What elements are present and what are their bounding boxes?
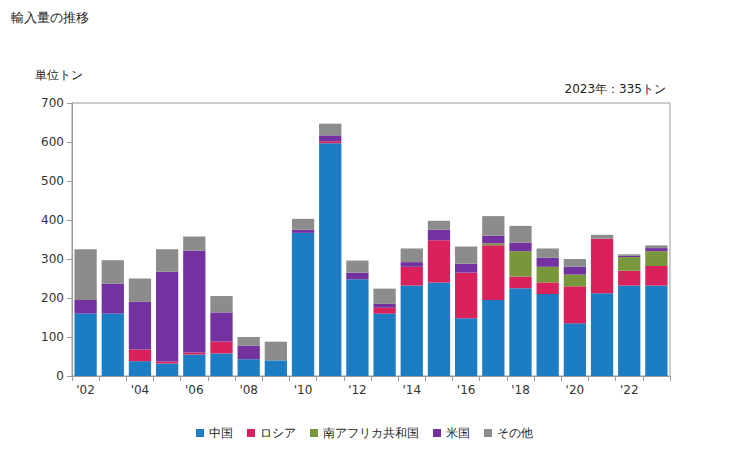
svg-text:その他: その他 — [497, 426, 533, 440]
svg-text:単位トン: 単位トン — [35, 68, 83, 82]
svg-text:'22: '22 — [620, 383, 639, 397]
svg-text:米国: 米国 — [446, 426, 470, 440]
svg-text:600: 600 — [41, 135, 64, 149]
svg-text:南アフリカ共和国: 南アフリカ共和国 — [323, 426, 419, 440]
svg-text:300: 300 — [41, 252, 64, 266]
svg-text:2023年：335トン: 2023年：335トン — [565, 82, 666, 96]
svg-text:'08: '08 — [239, 383, 258, 397]
svg-text:'06: '06 — [185, 383, 204, 397]
svg-text:'18: '18 — [511, 383, 530, 397]
svg-text:'04: '04 — [131, 383, 150, 397]
svg-text:200: 200 — [41, 291, 64, 305]
svg-text:'02: '02 — [76, 383, 95, 397]
svg-text:'20: '20 — [566, 383, 585, 397]
svg-text:輸入量の推移: 輸入量の推移 — [11, 10, 89, 25]
svg-text:'12: '12 — [348, 383, 367, 397]
svg-text:700: 700 — [41, 96, 64, 110]
svg-text:'16: '16 — [457, 383, 476, 397]
svg-text:中国: 中国 — [209, 426, 233, 440]
svg-text:500: 500 — [41, 174, 64, 188]
svg-text:'10: '10 — [294, 383, 313, 397]
svg-text:0: 0 — [56, 369, 64, 383]
svg-text:400: 400 — [41, 213, 64, 227]
svg-text:100: 100 — [41, 330, 64, 344]
svg-text:'14: '14 — [402, 383, 421, 397]
svg-text:ロシア: ロシア — [260, 426, 296, 440]
